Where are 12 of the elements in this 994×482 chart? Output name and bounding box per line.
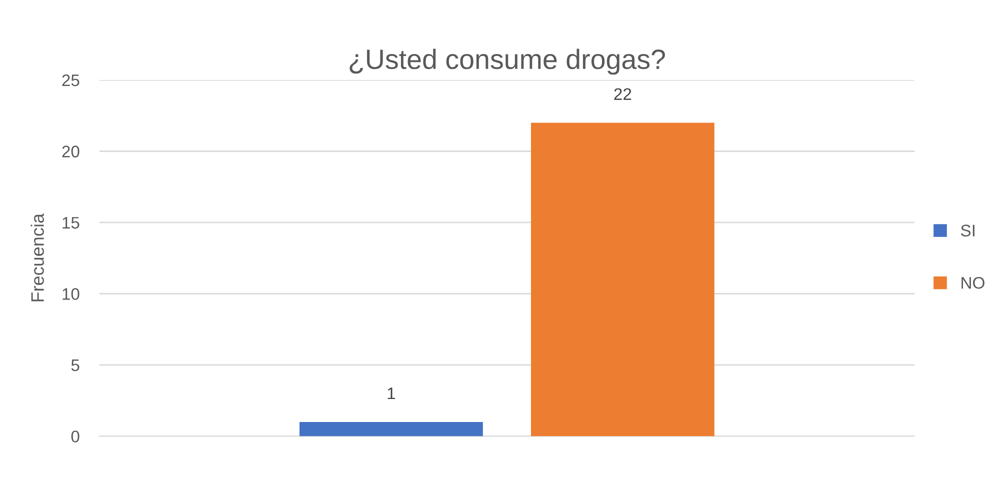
y-axis-title: Frecuencia: [30, 213, 44, 302]
y-tick-label: 20: [62, 146, 80, 158]
y-tick-label: 5: [71, 360, 80, 372]
legend-label: SI: [960, 224, 974, 236]
chart-title: ¿Usted consume drogas?: [350, 48, 665, 75]
y-tick-label: 0: [71, 430, 80, 442]
y-tick-label: 15: [62, 217, 80, 229]
legend-label: NO: [962, 276, 984, 289]
y-tick-label: 10: [62, 288, 80, 300]
y-tick-label: 25: [62, 74, 80, 86]
data-label: 22: [614, 88, 632, 100]
data-label: 1: [388, 388, 396, 400]
